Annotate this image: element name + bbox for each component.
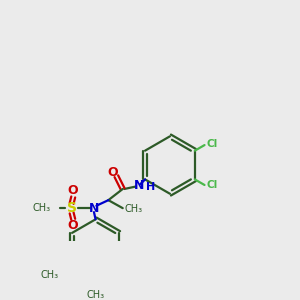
Text: CH₃: CH₃ xyxy=(124,204,142,214)
Text: N: N xyxy=(89,202,99,214)
Text: Cl: Cl xyxy=(206,139,218,149)
Text: CH₃: CH₃ xyxy=(33,203,51,213)
Text: O: O xyxy=(107,166,118,179)
Text: CH₃: CH₃ xyxy=(86,290,105,300)
Text: N: N xyxy=(134,179,144,192)
Text: CH₃: CH₃ xyxy=(40,270,58,280)
Text: Cl: Cl xyxy=(206,180,218,190)
Text: S: S xyxy=(67,201,76,215)
Text: H: H xyxy=(146,182,155,192)
Text: O: O xyxy=(67,219,78,232)
Text: O: O xyxy=(67,184,78,197)
